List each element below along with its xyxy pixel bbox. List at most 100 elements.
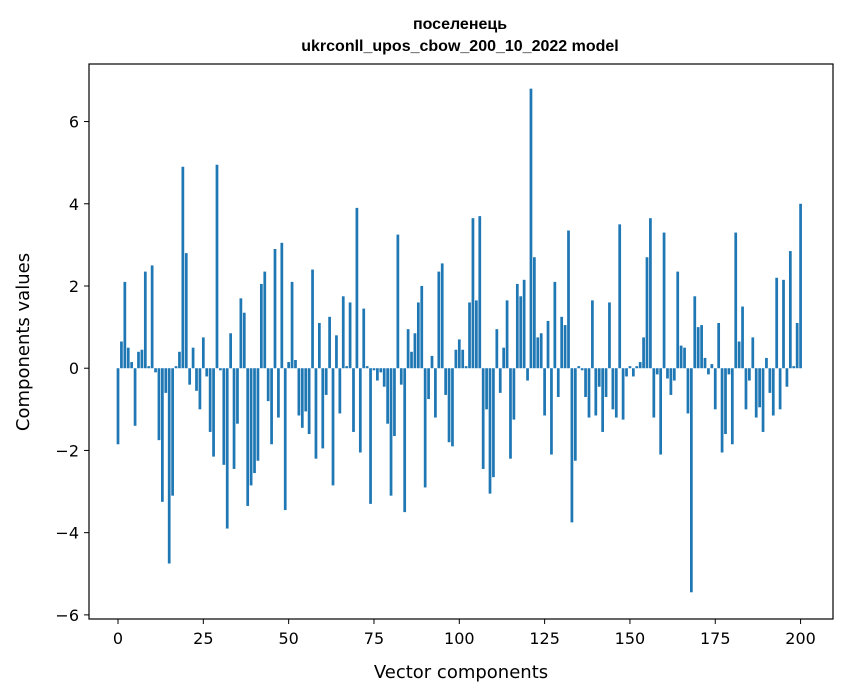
bar-43 [263, 271, 267, 369]
bar-96 [444, 368, 448, 395]
x-tick-label: 0 [113, 629, 123, 648]
bar-188 [758, 368, 761, 408]
bar-97 [447, 368, 451, 443]
bar-49 [283, 368, 287, 511]
bar-101 [461, 349, 465, 369]
bar-136 [580, 368, 584, 371]
bar-88 [416, 302, 420, 369]
bar-134 [573, 368, 577, 461]
bar-68 [348, 302, 352, 369]
bar-72 [362, 308, 366, 369]
bar-34 [232, 368, 236, 469]
bar-14 [164, 368, 168, 393]
bar-168 [690, 368, 693, 593]
bar-9 [147, 366, 151, 369]
bar-74 [369, 368, 372, 504]
bar-104 [471, 218, 475, 369]
bar-124 [539, 333, 543, 369]
x-tick-label: 75 [364, 629, 384, 648]
bar-140 [594, 368, 598, 416]
bar-114 [505, 300, 509, 369]
bar-184 [744, 368, 748, 410]
bar-51 [290, 281, 294, 369]
bar-32 [225, 368, 229, 529]
bar-73 [365, 366, 369, 369]
bar-3 [126, 347, 130, 369]
bar-82 [396, 234, 400, 369]
bar-108 [485, 368, 488, 410]
bar-71 [358, 368, 362, 453]
bar-21 [188, 368, 192, 385]
bar-16 [171, 368, 174, 496]
bar-154 [642, 337, 645, 369]
bar-135 [577, 366, 581, 369]
bar-98 [451, 368, 454, 447]
bar-152 [635, 366, 639, 369]
bar-64 [335, 335, 338, 369]
bar-46 [273, 249, 277, 369]
bar-65 [338, 368, 342, 414]
bar-172 [703, 357, 707, 369]
bar-41 [256, 368, 260, 461]
bar-111 [495, 329, 499, 369]
bar-45 [270, 368, 273, 445]
bar-117 [515, 283, 519, 369]
bar-83 [399, 368, 403, 385]
bar-122 [533, 257, 536, 369]
bar-22 [191, 347, 195, 369]
y-tick-label: 0 [69, 359, 79, 378]
bar-115 [509, 368, 512, 459]
bar-144 [608, 302, 611, 369]
bar-1 [120, 341, 123, 369]
bar-93 [434, 368, 437, 418]
bar-155 [645, 257, 649, 369]
bar-81 [393, 368, 396, 437]
bar-58 [314, 368, 318, 459]
x-tick-label: 50 [278, 629, 298, 648]
bar-94 [437, 271, 441, 369]
bar-176 [717, 323, 721, 369]
bar-37 [242, 312, 246, 369]
bar-76 [376, 368, 379, 381]
bar-31 [222, 368, 226, 465]
bar-91 [427, 368, 430, 400]
bar-153 [638, 362, 642, 369]
bar-186 [751, 337, 755, 369]
bar-180 [730, 368, 734, 445]
bar-133 [570, 368, 574, 523]
bar-50 [287, 362, 291, 369]
plot-area-frame [88, 63, 834, 620]
bar-142 [601, 368, 604, 432]
y-tick-label: −2 [55, 441, 79, 460]
bar-128 [553, 281, 557, 369]
bar-198 [792, 366, 796, 369]
bar-78 [382, 368, 386, 387]
bar-87 [413, 333, 417, 369]
bar-146 [614, 368, 618, 418]
bar-84 [403, 368, 407, 513]
bar-191 [768, 368, 772, 393]
bar-149 [625, 368, 628, 377]
chart-title-line1: поселенець [413, 16, 507, 33]
y-tick-label: 6 [69, 113, 79, 132]
bar-17 [174, 366, 178, 369]
bar-6 [137, 351, 140, 369]
bar-170 [696, 327, 700, 369]
x-tick-label: 150 [615, 629, 646, 648]
bar-24 [198, 368, 202, 410]
bar-194 [778, 368, 782, 410]
bar-173 [707, 368, 710, 375]
bar-63 [331, 368, 335, 486]
bar-179 [727, 368, 731, 375]
bar-19 [181, 166, 185, 369]
bar-126 [546, 320, 550, 369]
bar-158 [655, 368, 659, 375]
bar-131 [563, 325, 567, 369]
bar-7 [140, 349, 144, 369]
bar-5 [133, 368, 137, 426]
bar-79 [386, 368, 389, 424]
bar-2 [123, 281, 127, 369]
bar-15 [167, 368, 171, 564]
bar-129 [556, 368, 560, 397]
